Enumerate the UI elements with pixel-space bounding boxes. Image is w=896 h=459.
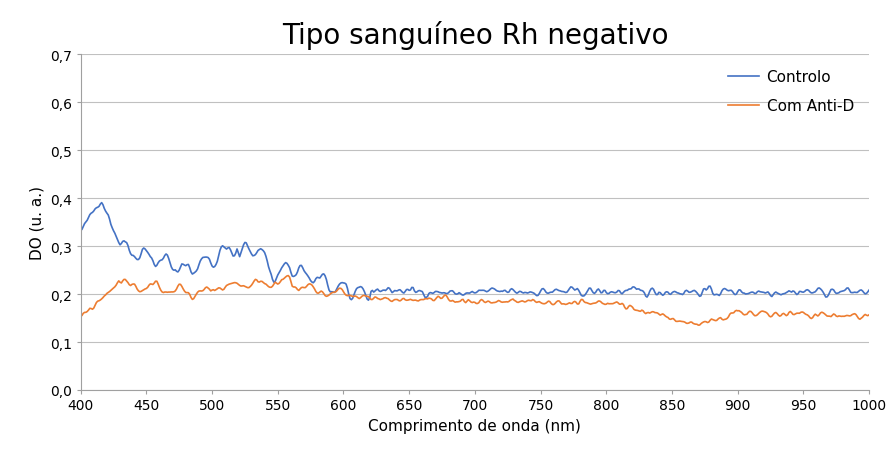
Title: Tipo sanguíneo Rh negativo: Tipo sanguíneo Rh negativo: [281, 21, 668, 50]
Controlo: [126, 253, 137, 258]
Line: Com Anti-D: Com Anti-D: [81, 276, 869, 325]
Controlo: [841, 285, 852, 291]
Legend: Controlo, Com Anti-D: Controlo, Com Anti-D: [720, 63, 861, 122]
Com Anti-D: [814, 312, 824, 318]
Com Anti-D: [706, 317, 717, 322]
Com Anti-D: [841, 313, 852, 319]
Com Anti-D: [693, 323, 703, 328]
Y-axis label: DO (u. a.): DO (u. a.): [30, 186, 45, 259]
Com Anti-D: [75, 314, 86, 319]
Controlo: [224, 245, 235, 251]
Line: Controlo: Controlo: [81, 203, 869, 301]
Controlo: [75, 228, 86, 234]
Controlo: [337, 280, 348, 286]
Controlo: [363, 298, 374, 303]
Controlo: [96, 201, 107, 206]
Controlo: [864, 288, 874, 293]
Com Anti-D: [222, 282, 233, 288]
Com Anti-D: [125, 283, 136, 289]
Com Anti-D: [283, 273, 294, 279]
Controlo: [814, 285, 824, 291]
Com Anti-D: [337, 287, 348, 293]
Controlo: [706, 287, 717, 292]
Com Anti-D: [864, 312, 874, 318]
X-axis label: Comprimento de onda (nm): Comprimento de onda (nm): [368, 418, 582, 433]
